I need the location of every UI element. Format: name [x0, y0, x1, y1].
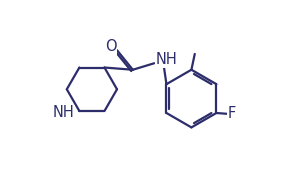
Text: O: O: [105, 39, 117, 54]
Text: NH: NH: [53, 105, 75, 120]
Text: F: F: [228, 106, 236, 121]
Text: NH: NH: [156, 52, 178, 67]
